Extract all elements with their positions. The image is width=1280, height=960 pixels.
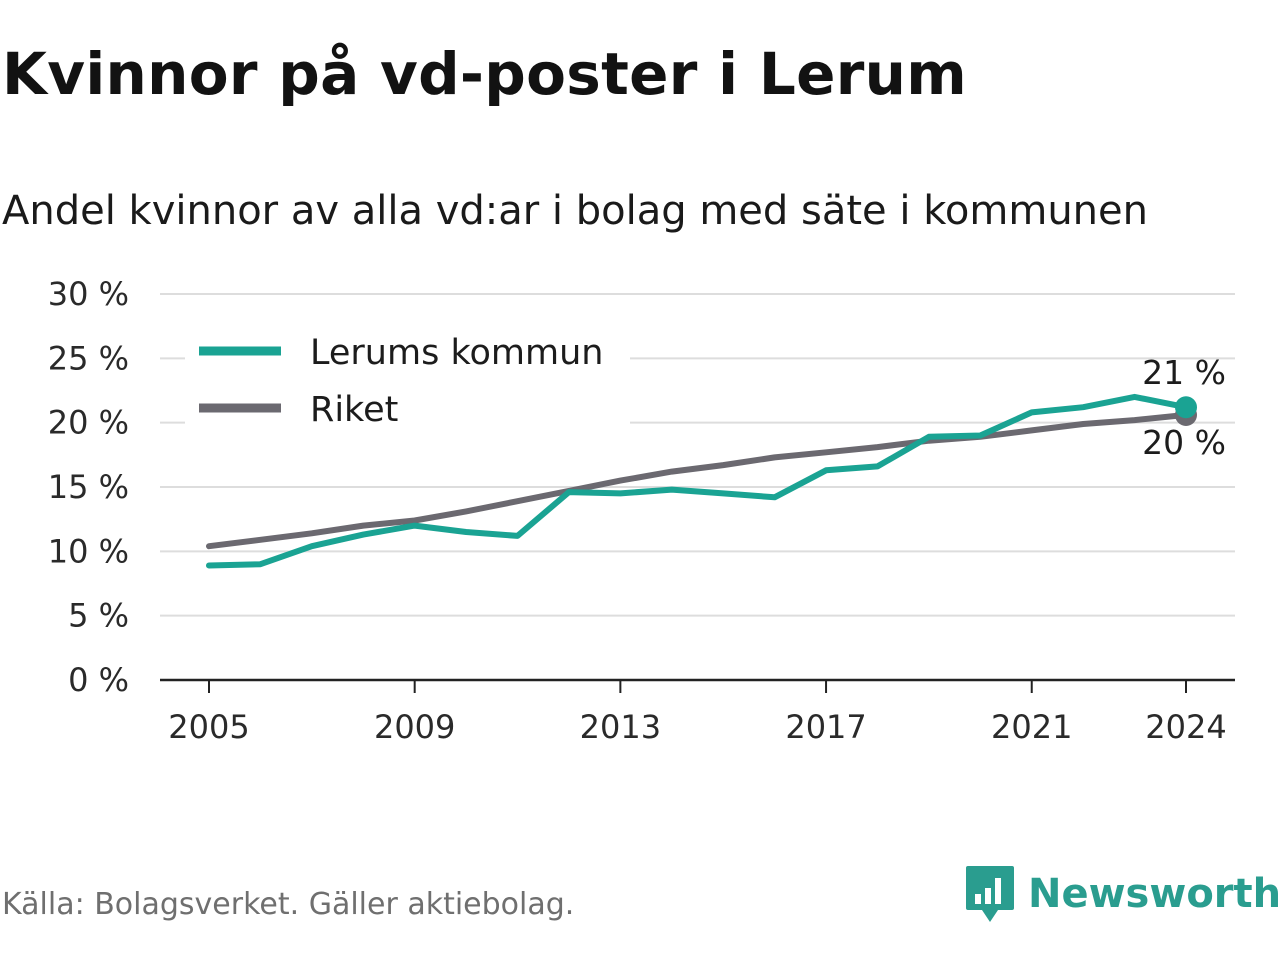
chart-subtitle: Andel kvinnor av alla vd:ar i bolag med … <box>2 188 1148 234</box>
y-tick-label: 25 % <box>48 339 129 377</box>
legend-background <box>185 322 630 434</box>
legend-label: Riket <box>310 390 398 430</box>
y-tick-label: 10 % <box>48 532 129 570</box>
y-axis-ticks: 0 % 5 % 10 % 15 % 20 % 25 % 30 % <box>48 275 129 699</box>
x-axis: 2005 2009 2013 2017 2021 2024 <box>160 678 1235 746</box>
series-end-point <box>1175 396 1197 419</box>
x-tick-label: 2021 <box>991 708 1072 746</box>
series-line <box>206 411 1189 550</box>
source-note: Källa: Bolagsverket. Gäller aktiebolag. <box>2 887 575 922</box>
y-tick-label: 20 % <box>48 404 129 442</box>
brand-name: Newsworthy <box>1028 871 1280 917</box>
x-tick-label: 2024 <box>1145 708 1226 746</box>
end-labels: 21 % 20 % <box>1142 353 1226 462</box>
y-tick-label: 30 % <box>48 275 129 313</box>
bar-chart-speech-icon <box>966 866 1014 922</box>
y-tick-label: 15 % <box>48 468 129 506</box>
chart-title: Kvinnor på vd-poster i Lerum <box>2 40 967 108</box>
x-tick-label: 2005 <box>168 708 249 746</box>
x-tick-label: 2009 <box>374 708 455 746</box>
end-value-label: 20 % <box>1142 423 1226 462</box>
series-line <box>206 393 1189 569</box>
x-tick-label: 2013 <box>580 708 661 746</box>
legend: Lerums kommun Riket <box>185 322 630 434</box>
x-tick-label: 2017 <box>785 708 866 746</box>
legend-label: Lerums kommun <box>310 333 603 373</box>
brand-logo: Newsworthy <box>964 862 1280 926</box>
series-lines <box>206 393 1197 569</box>
y-tick-label: 5 % <box>68 597 129 635</box>
y-tick-label: 0 % <box>68 661 129 699</box>
end-value-label: 21 % <box>1142 353 1226 392</box>
